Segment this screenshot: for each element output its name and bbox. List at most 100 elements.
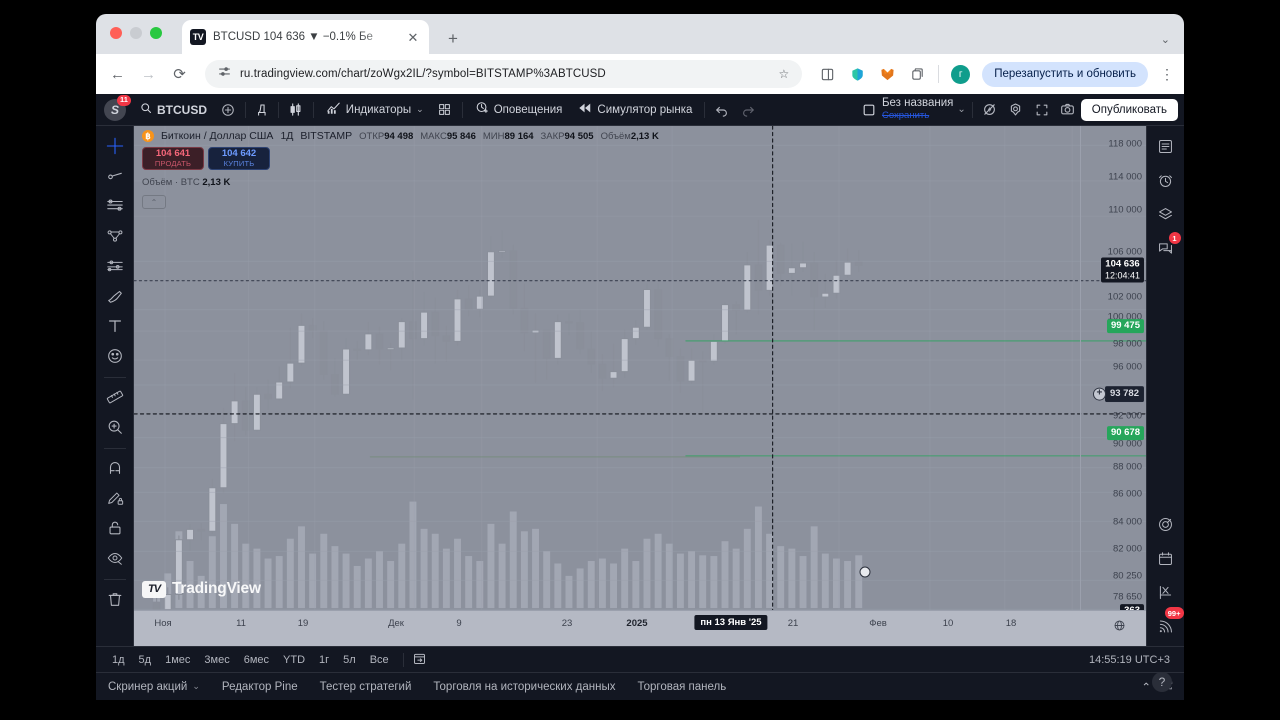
volume-study-legend[interactable]: Объём · BTC 2,13 K <box>142 177 659 188</box>
compare-symbol-button[interactable] <box>215 97 241 123</box>
user-menu-button[interactable]: S 11 <box>104 94 131 121</box>
magnet-icon[interactable] <box>101 454 129 482</box>
shield-extension-icon[interactable] <box>848 65 866 83</box>
volume-bar <box>576 568 584 609</box>
sell-button[interactable]: 104 641 ПРОДАТЬ <box>142 147 204 170</box>
eye-slash-icon[interactable] <box>101 544 129 572</box>
broker-panel-button[interactable] <box>1152 578 1180 606</box>
close-window-button[interactable] <box>110 27 122 39</box>
close-icon[interactable]: ✕ <box>407 29 419 45</box>
gear-icon[interactable] <box>1003 97 1029 123</box>
volume-bar <box>688 551 696 609</box>
maximize-window-button[interactable] <box>150 27 162 39</box>
crosshair-tool[interactable] <box>101 132 129 160</box>
camera-icon[interactable] <box>1055 97 1081 123</box>
timeframe-5d[interactable]: 5д <box>138 653 152 666</box>
alerts-button[interactable]: Оповещения <box>467 97 571 123</box>
watchlist-panel-button[interactable] <box>1152 132 1180 160</box>
strategy-tester-button[interactable]: Тестер стратегий <box>319 680 412 693</box>
timezone-icon[interactable] <box>1113 619 1126 637</box>
chat-panel-button[interactable]: 1 <box>1152 232 1181 262</box>
forward-button[interactable]: → <box>141 65 156 83</box>
calendar-panel-button[interactable] <box>1152 544 1180 572</box>
redo-button[interactable] <box>735 97 761 123</box>
layout-square-icon[interactable] <box>856 97 882 123</box>
timeframe-1m[interactable]: 1мес <box>165 653 191 666</box>
new-tab-button[interactable]: + <box>448 29 458 48</box>
browser-menu-icon[interactable]: ⋮ <box>1160 66 1174 82</box>
replay-button[interactable]: Симулятор рынка <box>570 97 700 123</box>
trend-line-tool[interactable] <box>101 162 129 190</box>
restart-update-button[interactable]: Перезапустить и обновить <box>982 61 1148 87</box>
fullscreen-icon[interactable] <box>1029 97 1055 123</box>
chevron-down-icon[interactable]: ⌄ <box>1160 34 1170 46</box>
reload-button[interactable]: ⟳ <box>173 65 186 83</box>
alerts-panel-button[interactable] <box>1152 166 1180 194</box>
pattern-icon[interactable] <box>101 222 129 250</box>
chart-pane[interactable]: ฿ Биткоин / Доллар США 1Д BITSTAMP ОТКР9… <box>134 126 1146 646</box>
symbol-search-button[interactable]: BTCUSD <box>132 97 215 123</box>
data-window-panel-button[interactable] <box>1152 200 1180 228</box>
indicators-button[interactable]: Индикаторы ⌄ <box>318 97 432 123</box>
user-logo-letter: S <box>110 102 119 117</box>
chevron-down-icon[interactable]: ⌄ <box>416 104 424 114</box>
prediction-icon[interactable] <box>101 252 129 280</box>
site-settings-icon[interactable] <box>218 65 231 83</box>
grid-icon[interactable] <box>432 97 458 123</box>
timeframe-6m[interactable]: 6мес <box>243 653 270 666</box>
help-button[interactable]: ? <box>1152 672 1172 692</box>
time-axis[interactable]: Ноя 11 19 Дек 9 23 2025 21 Фев 10 18 пн 13 Янв '25 <box>134 610 1146 646</box>
chevron-down-icon[interactable]: ⌄ <box>957 104 966 115</box>
ruler-icon[interactable] <box>101 383 129 411</box>
timeframe-ytd[interactable]: YTD <box>283 653 306 666</box>
interval-button[interactable]: Д <box>250 97 274 123</box>
profile-avatar[interactable]: г <box>951 64 971 84</box>
save-layout-label[interactable]: Сохранить <box>881 109 930 121</box>
copy-extension-icon[interactable] <box>908 65 926 83</box>
chart-clock[interactable]: 14:55:19 UTC+3 <box>1088 653 1170 666</box>
timeframe-5y[interactable]: 5л <box>343 653 356 666</box>
legend-collapse-button[interactable]: ⌃ <box>142 195 166 209</box>
add-order-plus-icon[interactable]: + <box>1092 387 1106 401</box>
historical-trading-button[interactable]: Торговля на исторических данных <box>433 680 616 693</box>
collapse-panel-icon[interactable]: ⌃ <box>1141 681 1151 694</box>
candles-icon[interactable] <box>283 97 309 123</box>
brush-icon[interactable] <box>101 282 129 310</box>
minimize-window-button[interactable] <box>130 27 142 39</box>
notifications-panel-button[interactable]: 99+ <box>1152 607 1184 640</box>
timeframe-1y[interactable]: 1г <box>319 653 330 666</box>
smiley-icon[interactable] <box>101 342 129 370</box>
timeframe-1d[interactable]: 1д <box>112 653 125 666</box>
trading-panel-button[interactable]: Торговая панель <box>637 680 727 693</box>
back-button[interactable]: ← <box>110 65 125 83</box>
price-axis[interactable]: 118 000 114 000 110 000 106 000 102 000 100 0… <box>1080 126 1146 618</box>
undo-button[interactable] <box>709 97 735 123</box>
address-bar[interactable]: ru.tradingview.com/chart/zoWgx2IL/?symbo… <box>205 60 803 88</box>
fox-extension-icon[interactable] <box>878 65 896 83</box>
buy-button[interactable]: 104 642 КУПИТЬ <box>208 147 270 170</box>
publish-button[interactable]: Опубликовать <box>1080 98 1178 121</box>
ideas-panel-button[interactable] <box>1152 510 1180 538</box>
timeframe-3m[interactable]: 3мес <box>204 653 230 666</box>
text-icon[interactable] <box>101 312 129 340</box>
price-level-badge-2[interactable]: 90 678 <box>1106 426 1144 440</box>
timeframe-all[interactable]: Все <box>369 653 389 666</box>
bookmark-star-icon[interactable]: ☆ <box>778 67 790 81</box>
browser-tab[interactable]: TV BTCUSD 104 636 ▼ −0.1% Бе ✕ <box>182 20 429 54</box>
stock-screener-button[interactable]: Скринер акций ⌄ <box>108 680 200 693</box>
last-price-badge[interactable]: 104 636 12:04:41 <box>1100 257 1144 283</box>
magnifier-plus-icon[interactable] <box>101 413 129 441</box>
date-range-icon[interactable] <box>412 651 427 669</box>
price-level-badge-1[interactable]: 99 475 <box>1106 319 1144 333</box>
layout-title[interactable]: Без названия Сохранить <box>882 97 953 121</box>
legend-title-row[interactable]: ฿ Биткоин / Доллар США 1Д BITSTAMP ОТКР9… <box>142 130 659 142</box>
snapshot-flash-icon[interactable] <box>977 97 1003 123</box>
reading-list-icon[interactable] <box>818 65 836 83</box>
pine-editor-button[interactable]: Редактор Pine <box>221 680 298 693</box>
browser-tabstrip: TV BTCUSD 104 636 ▼ −0.1% Бе ✕ + ⌄ <box>96 14 1184 54</box>
fib-retracement-icon[interactable] <box>101 192 129 220</box>
pencil-lock-icon[interactable] <box>101 484 129 512</box>
trash-icon[interactable] <box>101 585 129 613</box>
candle-body <box>577 323 584 349</box>
padlock-icon[interactable] <box>101 514 129 542</box>
